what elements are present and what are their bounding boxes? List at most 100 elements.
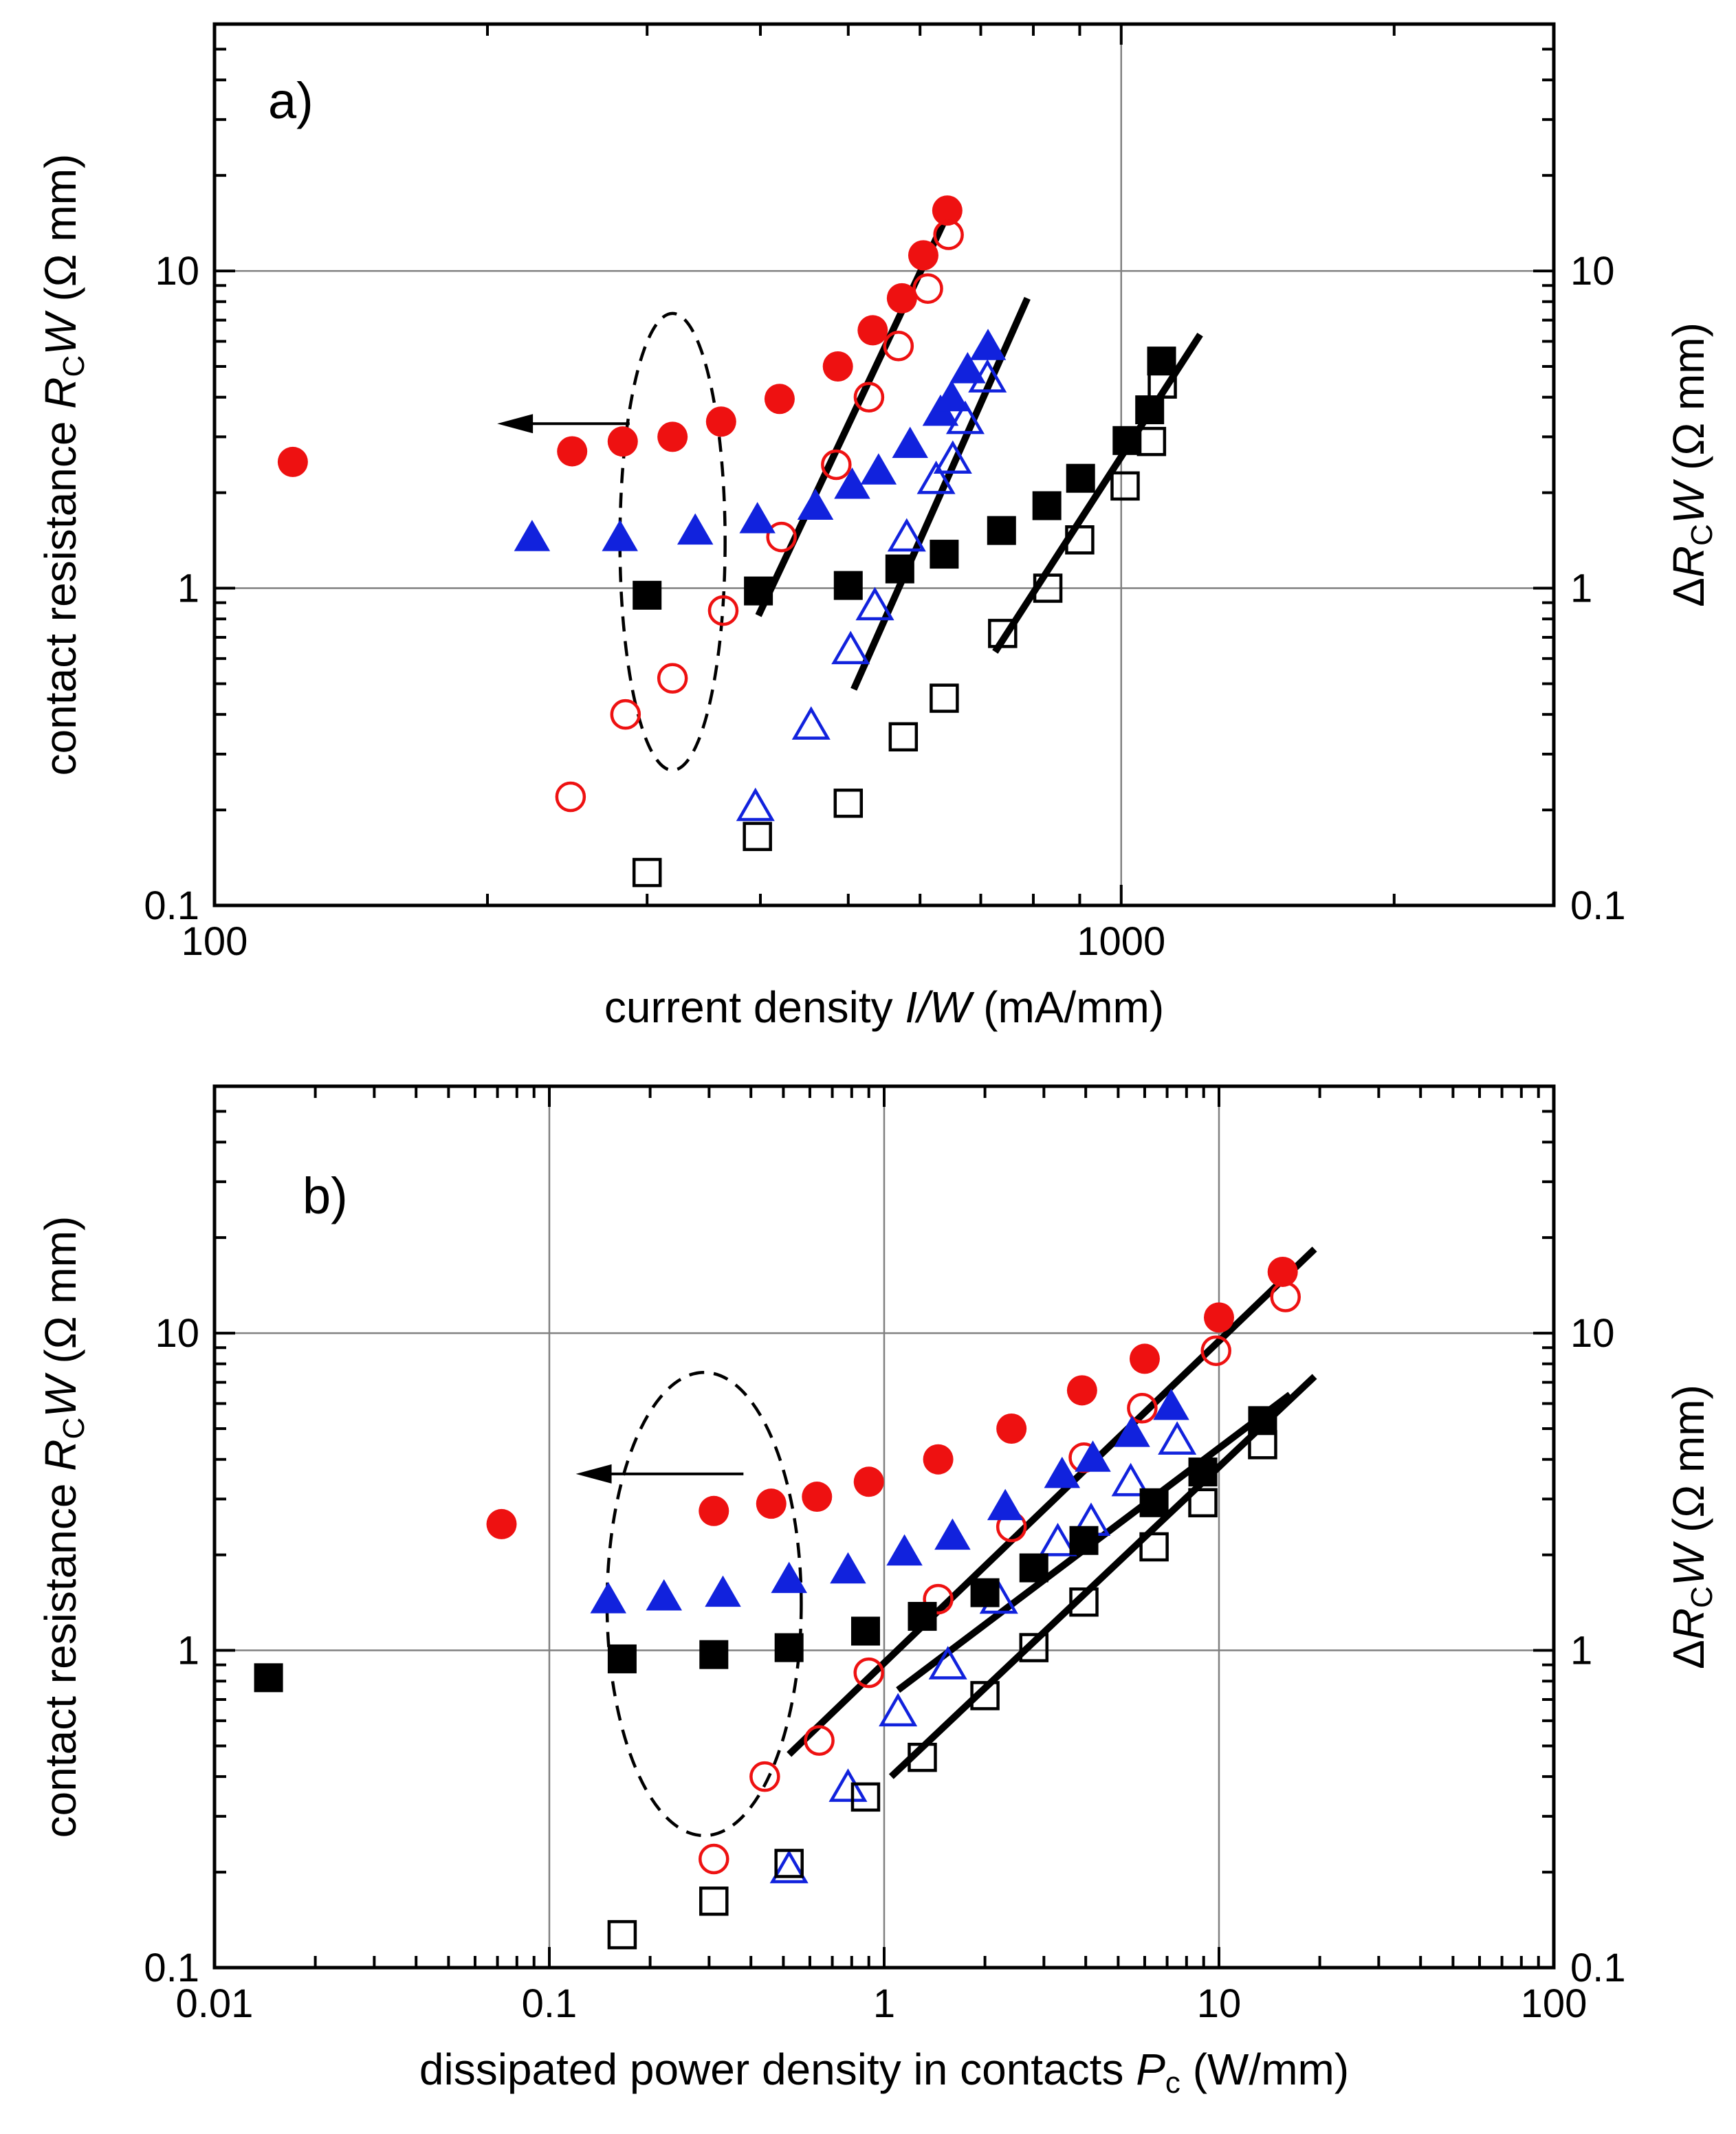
data-point — [1127, 1393, 1158, 1424]
data-point — [833, 789, 864, 818]
y-tick-label-right: 1 — [1570, 566, 1592, 611]
data-point — [1065, 525, 1095, 555]
data-point — [607, 1644, 637, 1673]
data-point — [1066, 1375, 1097, 1406]
data-point — [743, 822, 772, 851]
data-point — [831, 630, 870, 665]
data-point — [857, 315, 888, 346]
data-point — [908, 240, 938, 271]
data-point — [744, 576, 773, 606]
data-point — [1038, 1523, 1077, 1556]
data-point — [749, 1761, 780, 1792]
data-point — [934, 1518, 971, 1550]
data-point — [1075, 1440, 1111, 1472]
data-point — [514, 520, 551, 551]
data-point — [632, 857, 662, 888]
data-point — [1204, 1302, 1234, 1333]
series-triangle-open — [769, 1421, 1197, 1884]
data-point — [1267, 1256, 1298, 1287]
data-point — [705, 1575, 741, 1607]
data-point — [699, 1886, 729, 1916]
data-point — [646, 1578, 683, 1611]
panel-label: b) — [303, 1167, 348, 1224]
data-point — [945, 400, 985, 434]
data-point — [834, 467, 870, 499]
data-point — [883, 331, 914, 362]
data-point — [970, 1578, 1000, 1607]
data-point — [885, 554, 914, 584]
data-point — [923, 1583, 954, 1615]
data-point — [1188, 1488, 1218, 1518]
y-tick-label-left: 0.1 — [144, 1946, 199, 1990]
data-point — [657, 421, 688, 452]
x-axis-title: current density I/W (mA/mm) — [604, 982, 1164, 1032]
data-point — [930, 683, 959, 713]
data-point — [657, 663, 688, 694]
data-point — [860, 453, 897, 485]
data-point — [933, 380, 970, 412]
plot-frame — [212, 22, 1556, 908]
data-point — [677, 513, 714, 545]
data-point — [930, 540, 959, 569]
data-point — [933, 440, 972, 474]
data-point — [1188, 1458, 1218, 1487]
data-point — [996, 1413, 1027, 1444]
data-point — [607, 426, 638, 457]
data-point — [908, 1602, 937, 1631]
fit-line — [888, 1374, 1317, 1779]
data-point — [888, 722, 919, 751]
data-point — [602, 520, 638, 551]
y-axis-title-right: ΔRCW (Ω mm) — [1664, 1385, 1719, 1669]
data-point — [1136, 426, 1167, 456]
data-point — [828, 1768, 868, 1802]
data-point — [633, 580, 662, 610]
data-point — [1135, 395, 1165, 425]
y-tick-label-left: 10 — [155, 249, 199, 294]
series-square-filled — [254, 1406, 1277, 1693]
plot-frame — [212, 1084, 1556, 1970]
series-square-open — [607, 1430, 1277, 1950]
series-square-open — [632, 369, 1177, 888]
x-tick-label: 100 — [1521, 1981, 1587, 2026]
data-point — [610, 698, 641, 730]
data-point — [968, 359, 1007, 393]
panel-label: a) — [268, 72, 314, 129]
series-circle-filled — [277, 195, 963, 477]
data-point — [853, 382, 885, 412]
data-point — [908, 1742, 937, 1772]
data-point — [764, 384, 795, 415]
chart-panel-a: 100 1000 0.1 0.1 1 1 10 10 current density I/W (… — [36, 22, 1719, 1032]
x-tick-label: 1 — [873, 1981, 895, 2026]
x-tick-label: 100 — [182, 919, 248, 964]
data-point — [1158, 1421, 1197, 1455]
data-point — [1200, 1335, 1231, 1366]
data-point — [766, 521, 797, 553]
data-point — [555, 781, 586, 813]
data-point — [254, 1663, 283, 1693]
series-circle-open — [699, 1282, 1301, 1875]
dashed-ellipse — [605, 1370, 803, 1838]
series-circle-open — [555, 219, 964, 813]
data-point — [879, 1693, 918, 1727]
data-point — [969, 329, 1007, 360]
data-point — [699, 1640, 729, 1669]
data-point — [1033, 573, 1063, 603]
data-point — [590, 1582, 627, 1614]
data-point — [887, 518, 926, 552]
data-point — [1110, 471, 1140, 501]
data-point — [774, 1849, 804, 1878]
data-point — [1114, 1416, 1150, 1447]
data-point — [774, 1633, 804, 1662]
data-point — [1019, 1633, 1049, 1662]
data-point — [705, 406, 736, 437]
y-tick-label-left: 1 — [177, 1629, 199, 1673]
data-point — [987, 1488, 1024, 1521]
data-point — [557, 436, 588, 467]
data-point — [1111, 1462, 1150, 1497]
y-tick-label-right: 0.1 — [1570, 883, 1626, 928]
y-axis-title-left: contact resistance RCW (Ω mm) — [36, 1216, 91, 1838]
data-point — [699, 1495, 729, 1526]
data-point — [1248, 1430, 1277, 1460]
data-point — [756, 1488, 787, 1519]
